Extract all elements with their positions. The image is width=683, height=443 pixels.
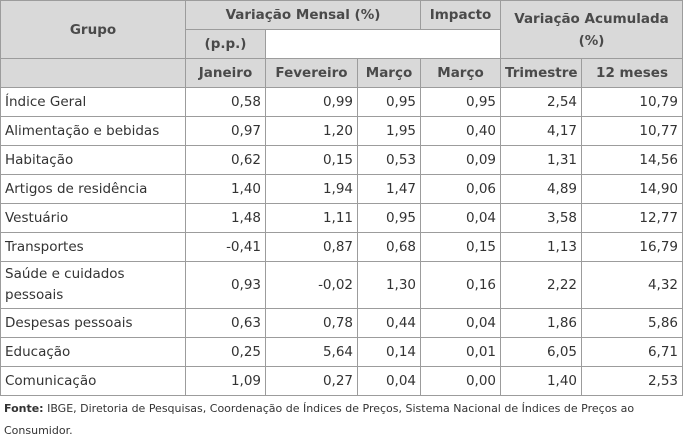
row-value: 1,11: [265, 203, 358, 233]
row-value: 0,40: [420, 116, 502, 146]
row-value: 0,53: [356, 145, 422, 175]
row-value: 0,63: [185, 308, 266, 338]
row-grupo: Saúde e cuidados pessoais: [0, 261, 186, 309]
row-value: 6,71: [581, 337, 683, 367]
row-value: 0,44: [356, 308, 422, 338]
row-value: 0,95: [356, 87, 422, 117]
row-value: 16,79: [581, 232, 683, 262]
row-value: 2,22: [500, 261, 583, 309]
row-value: 1,09: [185, 366, 266, 396]
header-janeiro: Janeiro: [185, 58, 266, 88]
header-fevereiro: Fevereiro: [265, 58, 358, 88]
row-value: 1,13: [500, 232, 583, 262]
row-value: 12,77: [581, 203, 683, 233]
table-row: Habitação 0,62 0,15 0,53 0,09 1,31 14,56: [0, 145, 683, 175]
row-value: 4,17: [500, 116, 583, 146]
header-trimestre: Trimestre: [500, 58, 583, 88]
table-row: Vestuário 1,48 1,11 0,95 0,04 3,58 12,77: [0, 203, 683, 233]
row-value: 4,32: [581, 261, 683, 309]
table-row: Transportes -0,41 0,87 0,68 0,15 1,13 16,79: [0, 232, 683, 262]
source-text: IBGE, Diretoria de Pesquisas, Coordenaçã…: [4, 402, 635, 437]
row-value: 1,30: [356, 261, 422, 309]
header-12-meses: 12 meses: [581, 58, 683, 88]
row-value: 0,93: [185, 261, 266, 309]
row-value: 0,15: [265, 145, 358, 175]
row-grupo: Habitação: [0, 145, 186, 175]
row-grupo: Comunicação: [0, 366, 186, 396]
row-value: 1,40: [500, 366, 583, 396]
row-value: 10,79: [581, 87, 683, 117]
header-variacao-acumulada: Variação Acumulada (%): [500, 0, 683, 59]
row-value: 0,16: [420, 261, 502, 309]
row-grupo: Transportes: [0, 232, 186, 262]
row-value: 1,95: [356, 116, 422, 146]
row-value: 3,58: [500, 203, 583, 233]
row-value: 14,90: [581, 174, 683, 204]
row-grupo: Índice Geral: [0, 87, 186, 117]
row-value: 10,77: [581, 116, 683, 146]
table-body: Índice Geral 0,58 0,99 0,95 0,95 2,54 10,79 Ali…: [0, 87, 683, 396]
header-grupo: Grupo: [0, 0, 186, 59]
table-row: Saúde e cuidados pessoais 0,93 -0,02 1,30 0,…: [0, 261, 683, 309]
row-value: 2,53: [581, 366, 683, 396]
row-value: 1,48: [185, 203, 266, 233]
row-grupo: Artigos de residência: [0, 174, 186, 204]
row-value: 0,14: [356, 337, 422, 367]
row-value: 1,86: [500, 308, 583, 338]
row-value: 0,95: [356, 203, 422, 233]
row-value: 0,95: [420, 87, 502, 117]
header-variacao-mensal: Variação Mensal (%): [184, 0, 422, 30]
row-value: 4,89: [500, 174, 583, 204]
table-row: Despesas pessoais 0,63 0,78 0,44 0,04 1,86 5,8…: [0, 308, 683, 338]
row-value: 6,05: [500, 337, 583, 367]
header-marco: Março: [356, 58, 422, 88]
row-value: 0,00: [420, 366, 502, 396]
row-grupo: Vestuário: [0, 203, 186, 233]
header-impacto: Impacto: [420, 0, 502, 30]
table-row: Alimentação e bebidas 0,97 1,20 1,95 0,40 4,1…: [0, 116, 683, 146]
row-value: 0,25: [185, 337, 266, 367]
row-value: 0,97: [185, 116, 266, 146]
row-value: 0,04: [420, 308, 502, 338]
row-grupo: Despesas pessoais: [0, 308, 186, 338]
row-value: 0,09: [420, 145, 502, 175]
row-value: 1,40: [185, 174, 266, 204]
row-value: 1,20: [265, 116, 358, 146]
row-grupo: Educação: [0, 337, 186, 367]
row-value: 0,99: [265, 87, 358, 117]
row-value: -0,41: [185, 232, 266, 262]
row-value: 0,68: [356, 232, 422, 262]
source-note: Fonte: IBGE, Diretoria de Pesquisas, Coo…: [4, 398, 664, 442]
row-value: 0,04: [356, 366, 422, 396]
row-value: 0,78: [265, 308, 358, 338]
row-value: 0,58: [185, 87, 266, 117]
row-value: 0,27: [265, 366, 358, 396]
header-empty: [0, 58, 186, 88]
row-value: 0,62: [185, 145, 266, 175]
row-value: 0,87: [265, 232, 358, 262]
row-value: 5,86: [581, 308, 683, 338]
row-value: 1,94: [265, 174, 358, 204]
row-value: -0,02: [265, 261, 358, 309]
table-row: Educação 0,25 5,64 0,14 0,01 6,05 6,71: [0, 337, 683, 367]
source-label: Fonte:: [4, 402, 44, 415]
row-value: 0,04: [420, 203, 502, 233]
table-row: Artigos de residência 1,40 1,94 1,47 0,06 4,8…: [0, 174, 683, 204]
table-row: Comunicação 1,09 0,27 0,04 0,00 1,40 2,53: [0, 366, 683, 396]
row-value: 1,31: [500, 145, 583, 175]
row-value: 0,01: [420, 337, 502, 367]
header-impacto-unit: (p.p.): [185, 29, 266, 59]
table-row: Índice Geral 0,58 0,99 0,95 0,95 2,54 10,79: [0, 87, 683, 117]
row-value: 2,54: [500, 87, 583, 117]
row-value: 5,64: [265, 337, 358, 367]
row-value: 14,56: [581, 145, 683, 175]
row-value: 1,47: [356, 174, 422, 204]
row-value: 0,15: [420, 232, 502, 262]
row-value: 0,06: [420, 174, 502, 204]
data-table: Grupo Variação Mensal (%) Impacto Variaç…: [0, 0, 683, 396]
row-grupo: Alimentação e bebidas: [0, 116, 186, 146]
header-impacto-marco: Março: [420, 58, 502, 88]
